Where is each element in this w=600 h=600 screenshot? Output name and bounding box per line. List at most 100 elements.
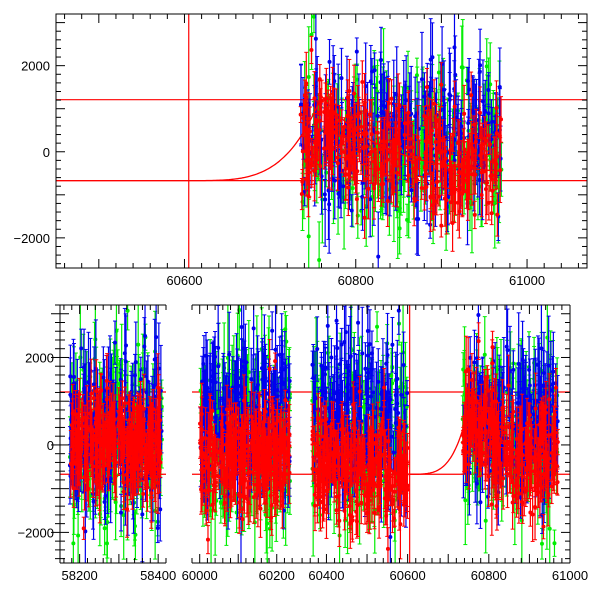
data-point: [298, 102, 303, 107]
data-point: [325, 126, 330, 131]
data-point: [352, 91, 357, 96]
data-point: [322, 192, 327, 197]
data-point: [376, 254, 381, 259]
data-point: [327, 202, 332, 207]
data-point: [495, 212, 500, 217]
data-point: [448, 93, 453, 98]
data-point: [471, 122, 476, 127]
data-point: [469, 93, 474, 98]
data-point: [354, 197, 359, 202]
data-point: [449, 170, 454, 175]
data-point: [68, 392, 73, 397]
data-point: [391, 186, 396, 191]
data-point: [499, 117, 504, 122]
data-point: [453, 187, 458, 192]
data-point: [478, 134, 483, 139]
data-point: [489, 211, 494, 216]
data-point: [154, 335, 159, 340]
data-point: [452, 45, 457, 50]
data-point: [482, 136, 487, 141]
data-point: [314, 157, 319, 162]
data-point: [437, 127, 442, 132]
data-point: [385, 199, 390, 204]
data-point: [396, 136, 401, 141]
data-point: [317, 257, 322, 262]
data-point: [442, 87, 447, 92]
data-point: [329, 117, 334, 122]
data-point: [410, 145, 415, 150]
data-point: [347, 149, 352, 154]
data-point: [382, 104, 387, 109]
data-point: [435, 179, 440, 184]
data-point: [452, 104, 457, 109]
data-point: [321, 146, 326, 151]
data-point: [113, 340, 118, 345]
data-point: [424, 185, 429, 190]
data-point: [367, 152, 372, 157]
data-point: [359, 124, 364, 129]
data-point: [349, 115, 354, 120]
data-point: [448, 200, 453, 205]
data-point: [346, 132, 351, 137]
data-point: [317, 118, 322, 123]
data-point: [432, 101, 437, 106]
data-point: [486, 111, 491, 116]
data-point: [473, 172, 478, 177]
data-point: [311, 14, 316, 19]
data-point: [436, 70, 441, 75]
data-point: [364, 176, 369, 181]
data-point: [395, 208, 400, 213]
data-point: [319, 98, 324, 103]
data-point: [393, 133, 398, 138]
data-point: [389, 96, 394, 101]
data-point: [324, 96, 329, 101]
data-point: [350, 186, 355, 191]
data-point: [125, 308, 130, 313]
data-point: [362, 102, 367, 107]
data-point: [460, 191, 465, 196]
y-tick-label: 0: [43, 145, 50, 160]
data-point: [483, 109, 488, 114]
data-point: [409, 188, 414, 193]
data-point: [490, 188, 495, 193]
data-point: [299, 192, 304, 197]
data-point: [355, 169, 360, 174]
data-point: [338, 143, 343, 148]
data-point: [76, 533, 81, 538]
data-point: [368, 197, 373, 202]
data-point: [419, 185, 424, 190]
data-point: [470, 172, 475, 177]
data-point: [335, 161, 340, 166]
data-point: [472, 212, 477, 217]
data-point: [309, 47, 314, 52]
data-point: [497, 84, 502, 89]
data-point: [133, 360, 138, 365]
data-point: [327, 59, 332, 64]
data-point: [360, 194, 365, 199]
y-tick-label: 2000: [21, 59, 50, 74]
data-point: [367, 112, 372, 117]
data-point: [364, 144, 369, 149]
data-point: [316, 135, 321, 140]
data-point: [375, 130, 380, 135]
data-point: [330, 147, 335, 152]
data-point: [480, 99, 485, 104]
data-point: [337, 118, 342, 123]
data-point: [406, 120, 411, 125]
x-tick-label: 60600: [166, 273, 202, 288]
data-point: [330, 99, 335, 104]
data-point: [91, 382, 96, 387]
data-point: [462, 111, 467, 116]
data-point: [405, 217, 410, 222]
data-point: [366, 186, 371, 191]
data-point: [479, 170, 484, 175]
data-point: [318, 164, 323, 169]
data-point: [104, 541, 109, 546]
data-point: [440, 164, 445, 169]
data-point: [339, 76, 344, 81]
data-point: [492, 158, 497, 163]
data-point: [416, 216, 421, 221]
